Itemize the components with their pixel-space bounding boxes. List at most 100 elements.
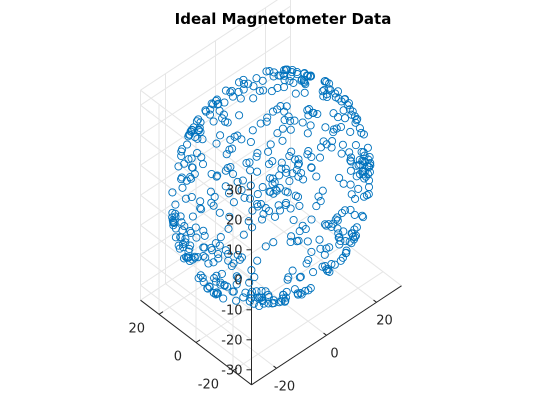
scatter-point <box>209 117 218 126</box>
scatter-point <box>199 278 208 287</box>
scatter-point <box>264 147 273 156</box>
scatter-point <box>272 186 281 195</box>
scatter-point <box>223 118 232 127</box>
scatter-point <box>252 74 261 83</box>
z-tick-label: 10 <box>226 243 243 258</box>
scatter-point <box>258 183 267 192</box>
scatter-point <box>321 123 330 132</box>
scatter-point <box>188 126 197 135</box>
scatter-point <box>269 296 278 305</box>
scatter-point <box>182 176 191 185</box>
scatter-point <box>291 89 300 98</box>
scatter-point <box>223 163 232 173</box>
chart-title: Ideal Magnetometer Data <box>175 10 392 28</box>
scatter-point <box>355 155 364 164</box>
scatter-point <box>178 240 188 249</box>
scatter-point <box>337 208 347 218</box>
scatter-point <box>324 84 333 93</box>
scatter-point <box>349 232 358 241</box>
scatter-point <box>235 255 244 264</box>
scatter-point <box>239 230 248 239</box>
scatter-point <box>324 220 333 229</box>
scatter-point <box>293 289 302 298</box>
scatter-point <box>282 102 291 111</box>
scatter-point <box>331 215 340 224</box>
scatter-point <box>188 163 197 172</box>
scatter-point <box>268 157 277 166</box>
y-tick-mark <box>195 339 201 343</box>
y-tick-label: 0 <box>174 350 182 365</box>
y-tick-mark <box>158 311 164 315</box>
scatter-point <box>199 226 208 235</box>
scatter-point <box>235 111 244 120</box>
scatter-point <box>346 127 355 136</box>
scatter-point <box>290 285 299 294</box>
scatter-point <box>278 136 287 145</box>
scatter-point <box>183 140 192 149</box>
scatter-point <box>320 250 329 259</box>
scatter-point <box>197 153 206 162</box>
scatter-point <box>253 190 262 199</box>
scatter-point <box>214 249 223 259</box>
scatter-point <box>253 199 262 209</box>
scatter-point <box>234 78 244 87</box>
scatter-point <box>334 94 343 103</box>
scatter-point <box>292 237 302 246</box>
scatter-point <box>239 79 249 88</box>
x-tick-mark <box>373 299 377 303</box>
scatter-point <box>295 227 304 236</box>
scatter-point <box>294 155 303 164</box>
scatter-point <box>218 114 227 123</box>
scatter-point <box>233 250 242 260</box>
scatter-point <box>287 232 296 241</box>
scatter-point <box>180 159 189 168</box>
scatter-point <box>329 128 338 137</box>
scatter-point <box>185 130 194 139</box>
scatter-point <box>286 204 295 213</box>
scatter-point <box>269 68 279 77</box>
scatter-point <box>325 267 334 276</box>
scatter-point <box>211 277 221 286</box>
scatter-point <box>312 172 321 181</box>
scatter-point <box>304 286 313 295</box>
scatter-point <box>283 188 292 197</box>
scatter-point <box>276 102 285 111</box>
scatter-point <box>314 192 323 201</box>
scatter-point <box>281 293 291 302</box>
scatter-point <box>181 194 190 203</box>
scatter-point <box>352 161 361 170</box>
scatter-point <box>196 118 205 127</box>
scatter-point <box>293 160 303 169</box>
scatter-point <box>240 193 249 202</box>
scatter-point <box>237 185 246 195</box>
scatter-point <box>275 206 285 215</box>
scatter-point <box>216 233 225 242</box>
scatter-point <box>199 251 208 261</box>
scatter-point <box>325 243 334 252</box>
scatter-point <box>350 210 359 219</box>
scatter-point <box>333 113 343 122</box>
scatter-point <box>198 160 208 169</box>
scatter-point <box>335 233 344 242</box>
scatter-point <box>286 237 295 247</box>
scatter-point <box>274 201 283 210</box>
scatter-point <box>206 105 215 114</box>
scatter-point <box>306 121 315 130</box>
scatter-point <box>216 131 225 140</box>
z-tick-label: 0 <box>234 273 242 288</box>
scatter-point <box>216 280 225 289</box>
scatter-point <box>316 244 325 253</box>
scatter-point <box>315 235 324 244</box>
scatter-point <box>215 208 224 217</box>
scatter-point <box>252 152 261 161</box>
scatter-point <box>186 228 195 237</box>
x-tick-mark <box>273 365 277 369</box>
scatter-point <box>269 238 278 247</box>
scatter-point <box>285 177 294 186</box>
scatter-point <box>291 191 300 200</box>
scatter-point <box>211 239 220 248</box>
scatter-point <box>286 116 295 126</box>
scatter-point <box>359 170 368 179</box>
scatter-point <box>217 269 226 278</box>
